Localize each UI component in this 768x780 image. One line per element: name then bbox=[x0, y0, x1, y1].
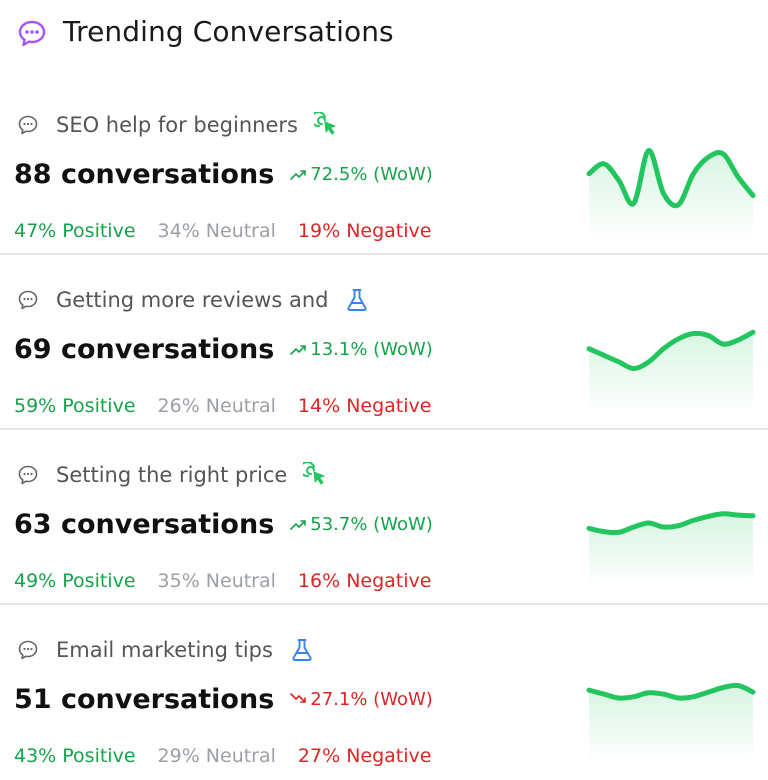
sentiment-breakdown: 49% Positive 35% Neutral 16% Negative bbox=[14, 566, 453, 596]
sparkline-area bbox=[589, 332, 753, 413]
cursor-click-icon bbox=[303, 462, 325, 485]
positive-share: 59% Positive bbox=[14, 395, 136, 417]
flask-icon bbox=[347, 289, 368, 311]
chat-bubble-icon bbox=[18, 115, 38, 135]
sparkline-chart bbox=[586, 329, 756, 413]
sparkline-chart bbox=[586, 511, 756, 588]
chat-bubble-dots-icon bbox=[18, 20, 46, 47]
page-title: Trending Conversations bbox=[63, 15, 394, 48]
header: Trending Conversations bbox=[0, 0, 768, 80]
sparkline-area bbox=[589, 685, 753, 763]
sparkline-line bbox=[586, 682, 756, 701]
topic-title: Email marketing tips bbox=[56, 638, 273, 662]
trend-indicator: 72.5% (WoW) bbox=[290, 164, 433, 185]
positive-share: 43% Positive bbox=[14, 745, 136, 767]
trend-indicator: 53.7% (WoW) bbox=[290, 514, 433, 535]
trend-up-icon bbox=[290, 345, 307, 355]
flask-icon bbox=[292, 639, 312, 661]
topic-title: Getting more reviews and bbox=[56, 288, 329, 312]
trend-value: 53.7% (WoW) bbox=[310, 513, 433, 535]
trend-down-icon bbox=[290, 693, 307, 703]
trend-up-icon bbox=[290, 170, 307, 180]
conversation-count: 69 conversations bbox=[14, 333, 275, 365]
sparkline-line bbox=[586, 329, 756, 371]
sparkline-area bbox=[589, 513, 753, 588]
topic-title: SEO help for beginners bbox=[56, 113, 298, 137]
sentiment-breakdown: 59% Positive 26% Neutral 14% Negative bbox=[14, 391, 453, 421]
negative-share: 19% Negative bbox=[297, 220, 432, 242]
positive-share: 49% Positive bbox=[14, 570, 136, 592]
sparkline-chart bbox=[586, 682, 756, 763]
negative-share: 27% Negative bbox=[297, 745, 432, 767]
conversation-count: 88 conversations bbox=[14, 158, 275, 190]
trend-value: 72.5% (WoW) bbox=[310, 163, 433, 185]
cursor-click-icon bbox=[313, 112, 336, 135]
conversation-card-3[interactable]: Setting the right price 63 conversations… bbox=[0, 430, 768, 605]
negative-share: 16% Negative bbox=[297, 570, 432, 592]
neutral-share: 29% Neutral bbox=[157, 745, 276, 767]
chat-bubble-icon bbox=[18, 290, 38, 310]
conversation-card-2[interactable]: Getting more reviews and 69 conversation… bbox=[0, 255, 768, 430]
sentiment-breakdown: 43% Positive 29% Neutral 27% Negative bbox=[14, 741, 453, 771]
chat-bubble-icon bbox=[18, 640, 38, 660]
negative-share: 14% Negative bbox=[297, 395, 432, 417]
trend-indicator: 13.1% (WoW) bbox=[290, 339, 433, 360]
conversation-list: SEO help for beginners 88 conversations … bbox=[0, 80, 768, 780]
neutral-share: 35% Neutral bbox=[157, 570, 276, 592]
trend-up-icon bbox=[290, 520, 307, 530]
chat-bubble-icon bbox=[18, 465, 38, 485]
sparkline-line bbox=[586, 511, 756, 536]
sentiment-breakdown: 47% Positive 34% Neutral 19% Negative bbox=[14, 216, 453, 246]
sparkline-chart bbox=[586, 148, 756, 238]
conversation-card-1[interactable]: SEO help for beginners 88 conversations … bbox=[0, 80, 768, 255]
conversation-count: 63 conversations bbox=[14, 508, 275, 540]
topic-title: Setting the right price bbox=[56, 463, 288, 487]
conversation-card-4[interactable]: Email marketing tips 51 conversations 27… bbox=[0, 605, 768, 780]
sparkline-line bbox=[586, 148, 756, 209]
neutral-share: 34% Neutral bbox=[157, 220, 276, 242]
positive-share: 47% Positive bbox=[14, 220, 136, 242]
trend-value: 27.1% (WoW) bbox=[310, 688, 433, 710]
conversation-count: 51 conversations bbox=[14, 683, 275, 715]
trend-value: 13.1% (WoW) bbox=[310, 338, 433, 360]
neutral-share: 26% Neutral bbox=[157, 395, 276, 417]
sparkline-area bbox=[589, 150, 753, 238]
trend-indicator: 27.1% (WoW) bbox=[290, 689, 433, 710]
